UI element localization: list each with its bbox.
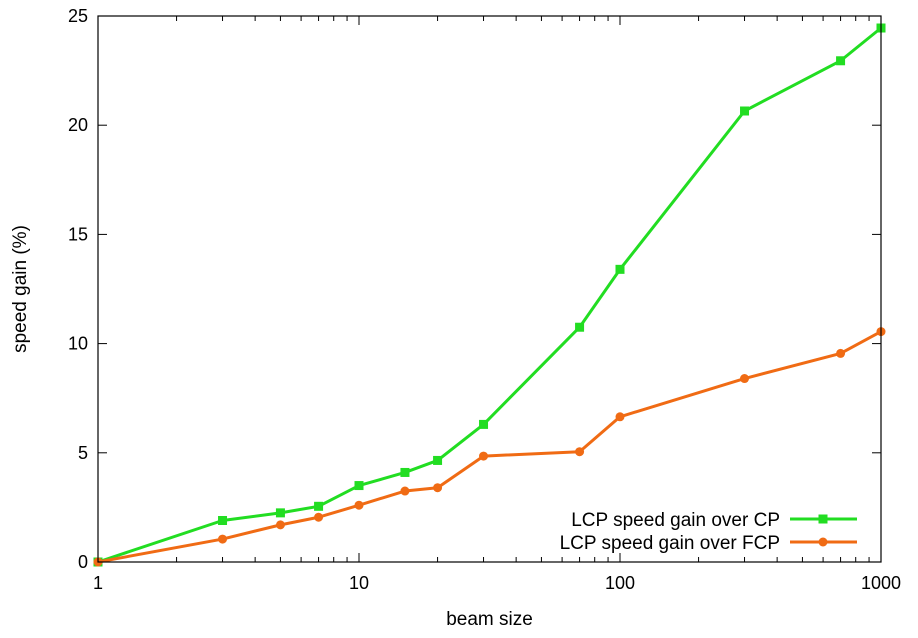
data-point [433,455,443,465]
y-tick-label: 25 [68,6,88,26]
tick-marks [97,15,882,563]
data-point [218,534,228,544]
data-point [479,419,489,429]
data-point [400,467,410,477]
legend-marker [818,537,828,547]
legend-label: LCP speed gain over CP [571,510,780,531]
data-point [275,508,285,518]
series-line [97,26,882,564]
data-point [354,481,364,491]
legend-marker [818,514,828,524]
data-point [314,501,324,511]
x-tick-label: 100 [605,573,635,593]
legend-label: LCP speed gain over FCP [560,533,780,554]
legend-item: LCP speed gain over FCP [560,533,857,554]
data-point [575,322,585,332]
data-point [479,451,489,461]
x-tick-label: 1000 [861,573,901,593]
data-point [218,516,228,526]
x-tick-label: 10 [349,573,369,593]
data-point [433,483,443,493]
data-point [575,447,585,457]
tick-labels: 0 5 10 15 20 25 1 10 100 1000 [68,6,901,593]
y-tick-label: 20 [68,115,88,135]
data-point [314,512,324,522]
data-point [740,106,750,116]
x-tick-label: 1 [93,573,103,593]
data-point [836,348,846,358]
y-tick-label: 0 [78,552,88,572]
data-point [615,264,625,274]
x-axis-title: beam size [446,609,533,630]
data-point [275,520,285,530]
data-point [740,374,750,384]
series-1 [93,23,886,567]
y-tick-label: 10 [68,334,88,354]
data-point [400,486,410,496]
series-2 [93,327,886,567]
data-point [836,56,846,66]
plot-frame [97,15,882,563]
data-point [354,500,364,510]
y-tick-label: 5 [78,443,88,463]
data-point [615,412,625,422]
series-lines [93,23,886,567]
y-tick-label: 15 [68,224,88,244]
legend-item: LCP speed gain over CP [571,510,857,531]
y-axis-title: speed gain (%) [10,225,31,353]
